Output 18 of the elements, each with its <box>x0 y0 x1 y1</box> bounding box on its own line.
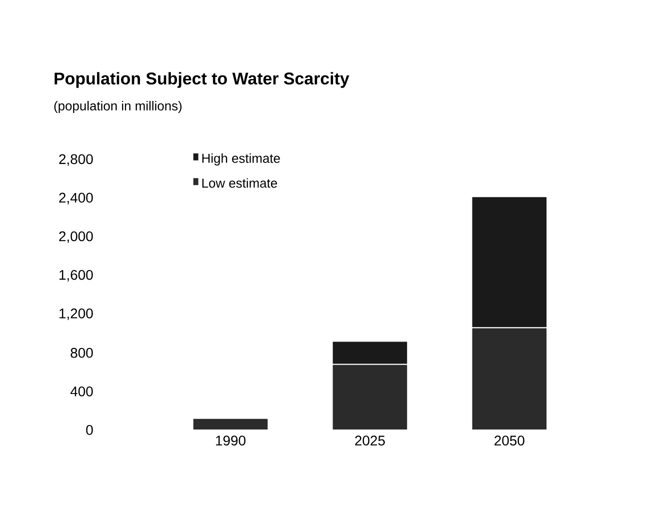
y-tick-label: 2,000 <box>59 231 93 243</box>
chart-title: Population Subject to Water Scarcity <box>54 72 350 88</box>
x-tick-label: 2025 <box>355 436 385 446</box>
y-tick-label: 800 <box>70 348 93 358</box>
y-tick-label: 2,400 <box>59 192 93 204</box>
bar <box>332 364 408 430</box>
legend-label: Low estimate <box>202 178 278 188</box>
x-tick-label: 2050 <box>494 436 524 446</box>
chart-subtitle: (population in millions) <box>54 100 182 114</box>
y-tick-label: 400 <box>70 386 93 396</box>
legend-label: High estimate <box>202 153 280 166</box>
y-tick-label: 1,600 <box>60 270 93 282</box>
bar <box>332 340 408 365</box>
bar <box>471 327 548 430</box>
x-tick-label: 1990 <box>216 436 246 446</box>
y-tick-label: 1,200 <box>60 308 93 320</box>
y-tick-label: 2,800 <box>59 154 93 166</box>
y-tick-label: 0 <box>86 425 93 435</box>
